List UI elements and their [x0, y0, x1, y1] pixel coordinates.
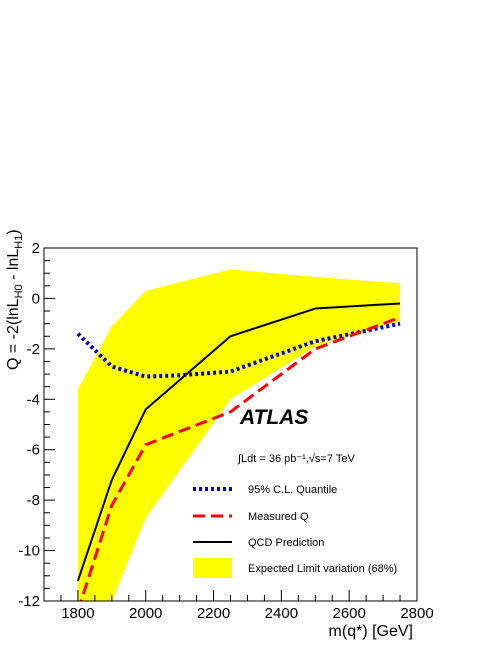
y-tick-label: -6 — [27, 442, 40, 459]
y-tick-label: -4 — [27, 391, 40, 408]
measured-q-line — [79, 315, 401, 601]
qcd-prediction-line — [76, 302, 401, 582]
x-axis-title: m(q*) [GeV] — [329, 623, 413, 640]
y-tick-label: -8 — [27, 492, 40, 509]
y-axis-title-sub2: H1 — [13, 235, 25, 249]
x-tick-label: 2000 — [129, 605, 162, 622]
legend-label-measured: Measured Q — [248, 511, 309, 523]
x-tick-label: 2600 — [332, 605, 365, 622]
x-tick-label: 2200 — [197, 605, 230, 622]
legend-swatch-band — [193, 558, 232, 578]
y-tick-label: 0 — [32, 290, 40, 307]
legend-label-band: Expected Limit variation (68%) — [248, 563, 397, 575]
band-layer — [77, 269, 401, 601]
atlas-label: ATLAS — [239, 406, 308, 429]
x-tick-label: 1800 — [61, 605, 94, 622]
y-tick-label: 2 — [32, 240, 40, 257]
y-axis-title: Q = -2(lnLH0 - lnLH1) — [5, 229, 25, 370]
axis-layer: 1800 2000 2200 2400 2600 2800 -12 -10 -8 -6 -4 -2 0 2 — [18, 240, 433, 622]
x-tick-label: 2800 — [400, 605, 433, 622]
y-tick-label: -12 — [18, 593, 40, 610]
expected-limit-band — [77, 269, 401, 601]
y-axis-title-part2: - lnL — [5, 249, 22, 285]
quantile-line — [76, 321, 401, 379]
y-axis-title-part3: ) — [5, 229, 22, 234]
legend: 95% C.L. Quantile Measured Q QCD Predict… — [193, 484, 397, 578]
series-layer — [76, 302, 401, 601]
y-tick-label: -2 — [27, 341, 40, 358]
legend-label-quantile: 95% C.L. Quantile — [248, 484, 337, 496]
y-axis-title-part1: Q = -2(lnL — [5, 298, 22, 370]
luminosity-label: ∫Ldt = 36 pb⁻¹,√s=7 TeV — [237, 453, 355, 465]
x-tick-label: 2400 — [265, 605, 298, 622]
y-tick-label: -10 — [18, 543, 40, 560]
legend-label-qcd: QCD Prediction — [248, 537, 324, 549]
y-axis-title-sub1: H0 — [13, 284, 25, 298]
